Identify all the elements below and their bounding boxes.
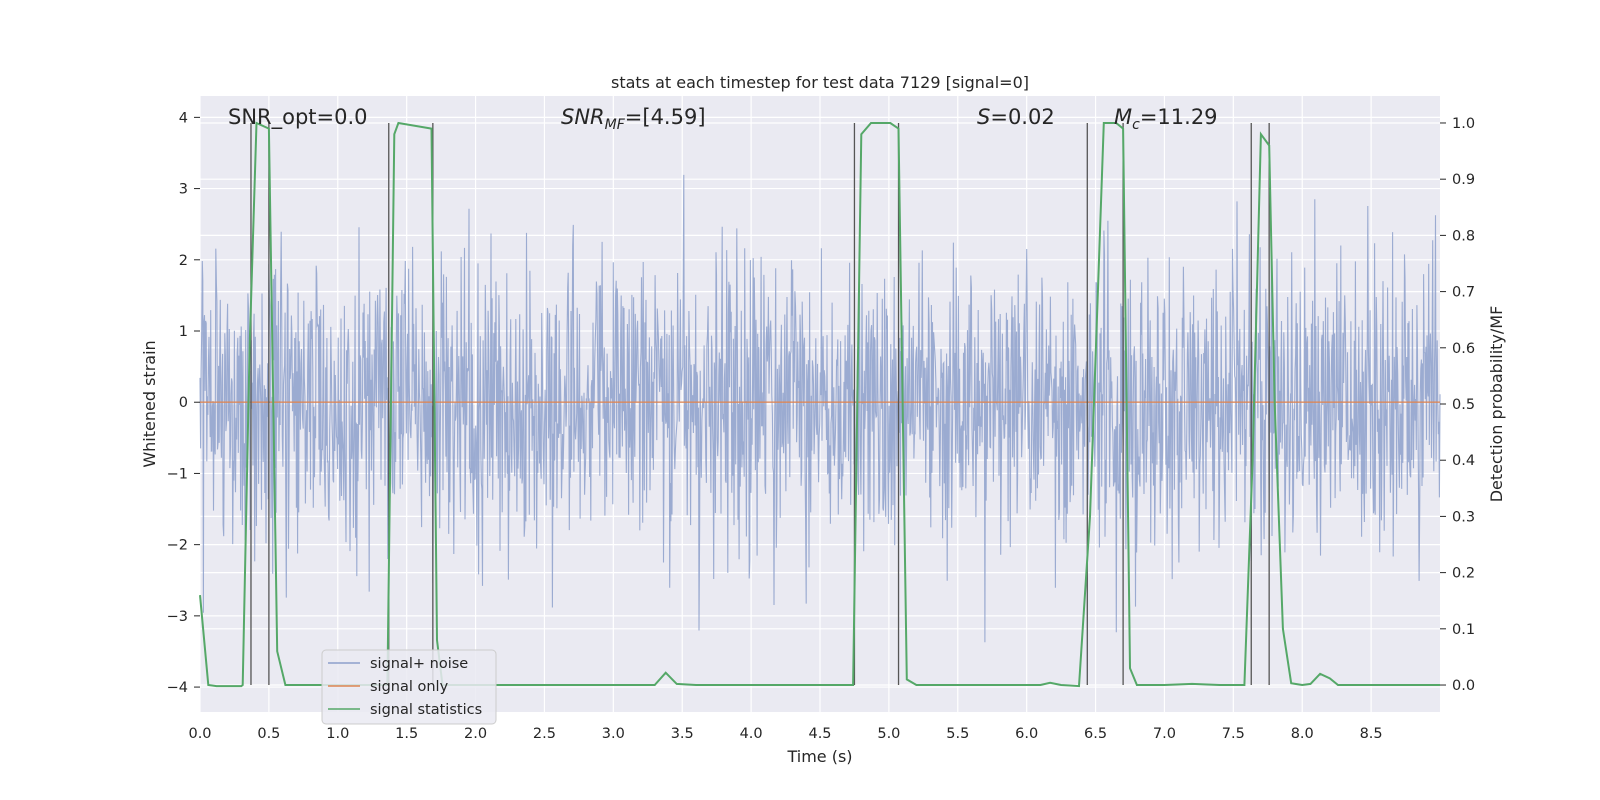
annotation-snr-mf-subscript: MF — [605, 117, 626, 133]
x-tick-label: 3.5 — [671, 726, 694, 742]
y-tick-labels: −4 −3 −2 −1 0 1 2 3 4 — [167, 110, 200, 696]
x-tick-label: 6.5 — [1084, 726, 1107, 742]
x-tick-label: 8.0 — [1291, 726, 1314, 742]
legend-label-signal-statistics: signal statistics — [370, 702, 482, 718]
annotation-snr-opt: SNR_opt=0.0 — [228, 105, 368, 130]
legend: signal+ noise signal only signal statist… — [321, 649, 497, 725]
annotation-mc: Mc=11.29 — [1114, 105, 1218, 133]
signal-statistics-line — [199, 121, 1440, 688]
y2-tick-label: 0.6 — [1452, 341, 1475, 357]
legend-label-signal-noise: signal+ noise — [370, 656, 468, 672]
y2-tick-label: 0.3 — [1452, 509, 1475, 525]
y2-tick-label: 1.0 — [1452, 116, 1475, 132]
legend-label-signal-only: signal only — [370, 679, 449, 695]
y2-tick-label: 0.2 — [1452, 566, 1475, 582]
x-tick-label: 4.0 — [740, 726, 763, 742]
x-tick-label: 1.5 — [395, 726, 418, 742]
y-tick-label: 1 — [179, 324, 188, 340]
y-tick-label: −1 — [167, 466, 188, 482]
x-tick-label: 0.5 — [257, 726, 280, 742]
y-tick-label: 3 — [179, 182, 188, 198]
y2-tick-label: 0.0 — [1452, 678, 1475, 694]
x-tick-label: 5.5 — [946, 726, 969, 742]
legend-box — [321, 649, 497, 725]
annotation-mc-symbol: M — [1114, 105, 1132, 129]
annotation-mc-subscript: c — [1132, 117, 1140, 133]
y2-tick-label: 0.7 — [1452, 285, 1475, 301]
y2-tick-label: 0.1 — [1452, 622, 1475, 638]
annotation-snr-mf: SNRMF=[4.59] — [561, 105, 706, 133]
annotation-snr-mf-symbol: SNR — [561, 105, 605, 129]
y2-tick-label: 0.9 — [1452, 172, 1475, 188]
x-tick-label: 7.0 — [1153, 726, 1176, 742]
y-tick-label: 2 — [179, 253, 188, 269]
y-axis-label: Whitened strain — [140, 340, 159, 467]
y2-tick-labels: 0.0 0.1 0.2 0.3 0.4 0.5 0.6 0.7 0.8 0.9 1.0 — [1440, 116, 1475, 694]
annotation-s-value: =0.02 — [990, 105, 1054, 129]
annotation-s-symbol: S — [977, 105, 990, 129]
y2-tick-label: 0.4 — [1452, 453, 1475, 469]
x-tick-label: 1.0 — [326, 726, 349, 742]
y-tick-label: −2 — [167, 538, 188, 554]
y2-tick-label: 0.8 — [1452, 228, 1475, 244]
y2-axis-label: Detection probability/MF — [1487, 306, 1506, 503]
x-tick-label: 4.5 — [808, 726, 831, 742]
annotation-mc-value: =11.29 — [1140, 105, 1218, 129]
x-tick-label: 6.0 — [1015, 726, 1038, 742]
x-tick-label: 2.0 — [464, 726, 487, 742]
annotation-snr-mf-value: =[4.59] — [625, 105, 706, 129]
x-tick-label: 0.0 — [188, 726, 211, 742]
y-tick-label: 0 — [179, 395, 188, 411]
x-tick-label: 3.0 — [602, 726, 625, 742]
x-tick-label: 2.5 — [533, 726, 556, 742]
signal-noise-series — [199, 174, 1441, 643]
x-tick-label: 8.5 — [1360, 726, 1383, 742]
y-tick-label: 4 — [179, 110, 188, 126]
annotation-s: S=0.02 — [977, 105, 1055, 129]
signal-statistics-series — [199, 121, 1440, 688]
x-axis-label: Time (s) — [786, 747, 852, 766]
y2-tick-label: 0.5 — [1452, 397, 1475, 413]
x-tick-label: 5.0 — [877, 726, 900, 742]
signal-noise-line — [199, 174, 1441, 643]
y-tick-label: −3 — [167, 609, 188, 625]
x-tick-label: 7.5 — [1222, 726, 1245, 742]
y-tick-label: −4 — [167, 680, 188, 696]
x-tick-labels: 0.0 0.5 1.0 1.5 2.0 2.5 3.0 3.5 4.0 4.5 5.0 5.5 6.0 6… — [188, 726, 1382, 742]
chart-title: stats at each timestep for test data 712… — [611, 73, 1029, 92]
